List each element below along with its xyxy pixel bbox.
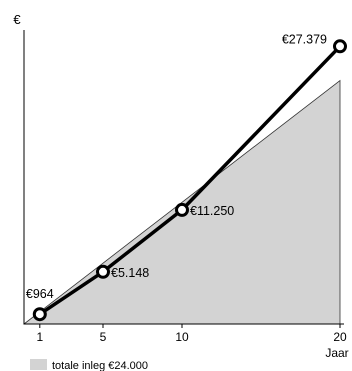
axis-layer: €1 5 10 20 Jaar (13, 12, 348, 360)
legend-swatch (30, 359, 47, 370)
label-layer: €964 €5.148 €11.250 €27.379 (26, 32, 327, 301)
legend-label: totale inleg €24.000 (52, 360, 148, 371)
x-tick-label: 10 (175, 330, 189, 344)
y-axis-label: € (13, 12, 21, 27)
data-point (333, 39, 347, 54)
x-tick-label: 20 (333, 330, 347, 344)
area-deposits (22, 79, 341, 325)
data-label: €964 (26, 287, 54, 301)
x-tick-label: 1 (36, 330, 43, 344)
data-point (175, 202, 189, 217)
area-layer (22, 79, 341, 325)
legend: totale inleg €24.000 (30, 359, 148, 371)
data-label: €5.148 (111, 266, 149, 280)
data-label: €27.379 (282, 32, 327, 46)
data-point (32, 307, 47, 322)
x-axis-label: Jaar (325, 346, 348, 360)
data-point (96, 264, 110, 279)
series-layer (32, 39, 347, 322)
series-line (38, 45, 342, 316)
x-tick-label: 5 (100, 330, 107, 344)
data-label: €11.250 (190, 204, 234, 218)
